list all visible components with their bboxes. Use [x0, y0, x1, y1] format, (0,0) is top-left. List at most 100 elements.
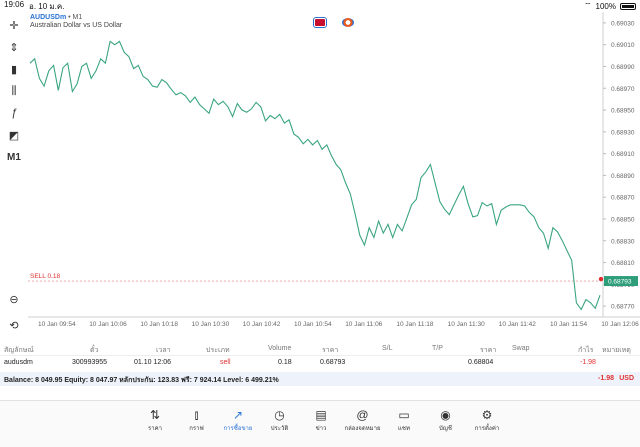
time-tick-label: 10 Jan 11:54 — [550, 321, 587, 328]
table-header: สัญลักษณ์ ตั๋ว เวลา ประเภท Volume ราคา S/L T/P ร… — [0, 342, 640, 356]
price-chart[interactable]: 0.69030 0.69010 0.68990 0.68970 0.68950 0.689… — [28, 12, 640, 342]
column-header: Swap — [512, 345, 530, 352]
price-tick-label: 0.68950 — [611, 108, 635, 115]
time-tick-label: 10 Jan 11:06 — [345, 321, 382, 328]
column-header: กำไร — [578, 347, 594, 354]
symbol-description: Australian Dollar vs US Dollar — [30, 22, 123, 29]
row-current-price: 0.68804 — [468, 359, 494, 366]
nav-item-trade[interactable]: ↗ การซื้อขาย — [215, 407, 261, 433]
timeframe-button[interactable]: M1 — [7, 151, 21, 163]
price-tick-label: 0.69030 — [611, 20, 635, 27]
indicators-icon[interactable]: ⫼ — [11, 84, 17, 97]
nav-label: บัญชี — [439, 426, 452, 432]
left-toolbar: ✛ ⇕ ▮ ⫼ ƒ ◩ M1 ⊖ ⟲ — [0, 12, 28, 342]
nav-item-news[interactable]: ▤ ข่าว — [298, 407, 344, 433]
nav-label: ข่าว — [315, 426, 327, 432]
wifi-icon: ⌔ — [584, 1, 592, 10]
price-tick-label: 0.68770 — [611, 304, 635, 311]
price-tick-label: 0.68850 — [611, 216, 635, 223]
updown-icon: ⇅ — [149, 408, 161, 422]
settings-icon: ⚙ — [481, 408, 493, 422]
balance-profit: -1.98 — [598, 375, 614, 382]
nav-item-mail[interactable]: @ กล่องจดหมาย — [340, 407, 386, 433]
nav-item-chat[interactable]: ▭ แชท — [381, 407, 427, 433]
price-tick-label: 0.68830 — [611, 238, 635, 245]
sell-line-label: SELL 0.18 — [30, 273, 61, 280]
nav-label: กล่องจดหมาย — [344, 426, 381, 432]
aud-flag-icon — [314, 18, 326, 27]
column-header: Volume — [268, 345, 292, 352]
symbol-timeframe: M1 — [72, 14, 83, 21]
price-tick-label: 0.69010 — [611, 42, 635, 49]
column-header: T/P — [432, 345, 443, 352]
battery-percent: 100% — [595, 1, 616, 11]
chat-icon: ▭ — [398, 408, 410, 422]
column-header: ราคา — [322, 347, 339, 354]
account-icon: ◉ — [440, 408, 451, 422]
time-tick-label: 10 Jan 10:30 — [192, 321, 230, 328]
row-profit: -1.98 — [580, 359, 596, 366]
time-tick-label: 10 Jan 09:54 — [38, 321, 76, 328]
price-tick-label: 0.68810 — [611, 260, 635, 267]
bars-icon[interactable]: ▮ — [10, 63, 18, 76]
row-ticket: 300993955 — [72, 359, 108, 366]
column-header: เวลา — [156, 347, 171, 354]
one-click-trading-icon[interactable]: ⟲ — [9, 319, 19, 332]
symbol-info: AUDUSDm • M1 Australian Dollar vs US Dol… — [30, 14, 122, 29]
nav-item-candles[interactable]: ⫾ กราฟ — [174, 407, 220, 433]
table-row[interactable]: audusdm 300993955 01.10 12:06 sell 0.18 … — [0, 356, 640, 370]
currency-flags — [314, 18, 354, 27]
time-tick-label: 10 Jan 10:18 — [140, 321, 178, 328]
price-tick-label: 0.68990 — [611, 64, 635, 71]
trade-table: สัญลักษณ์ ตั๋ว เวลา ประเภท Volume ราคา S/L T/P ร… — [0, 342, 640, 370]
status-time: 19:06 — [4, 0, 25, 9]
row-symbol: audusdm — [4, 359, 33, 366]
price-tick-label: 0.68910 — [611, 151, 635, 158]
time-tick-label: 10 Jan 10:06 — [89, 321, 127, 328]
row-type: sell — [220, 359, 231, 366]
nav-label: กราฟ — [189, 426, 204, 432]
candle-type-icon[interactable]: ⇕ — [9, 41, 19, 54]
row-volume: 0.18 — [278, 359, 292, 366]
column-header: S/L — [382, 345, 393, 352]
column-header: ประเภท — [206, 347, 230, 354]
function-icon[interactable]: ƒ — [10, 107, 18, 119]
price-tick-label: 0.68930 — [611, 129, 635, 136]
status-date: อ. 10 ม.ค. — [29, 1, 65, 11]
battery-icon — [620, 2, 636, 10]
time-tick-label: 10 Jan 11:30 — [448, 321, 485, 328]
time-tick-label: 10 Jan 12:06 — [601, 321, 639, 328]
symbol-name: AUDUSDm — [30, 14, 67, 21]
nav-item-settings[interactable]: ⚙ การตั้งค่า — [464, 407, 510, 433]
crosshair-icon[interactable]: ✛ — [9, 19, 19, 32]
column-header: ราคา — [480, 347, 497, 354]
price-tick-label: 0.68870 — [611, 195, 635, 202]
time-tick-label: 10 Jan 11:18 — [396, 321, 433, 328]
balance-currency: USD — [619, 375, 634, 382]
current-price-label: 0.68793 — [608, 279, 632, 286]
nav-item-updown[interactable]: ⇅ ราคา — [132, 407, 178, 433]
trade-icon: ↗ — [232, 408, 244, 422]
price-series-line — [29, 40, 601, 311]
nav-label: ราคา — [148, 426, 162, 432]
column-header: ตั๋ว — [90, 347, 99, 354]
column-header: หมายเหตุ — [602, 347, 631, 354]
objects-icon[interactable]: ◩ — [8, 129, 20, 142]
status-bar: 19:06 อ. 10 ม.ค. ⌔ 100% — [0, 0, 640, 12]
mail-icon: @ — [356, 408, 369, 422]
current-price-tag — [604, 276, 638, 287]
bottom-navigation: ⇅ ราคา ⫾ กราฟ ↗ การซื้อขาย ◷ ประวัติ ▤ ข่าว @ กล่อง… — [0, 400, 640, 447]
usd-flag-icon — [342, 18, 354, 27]
zoom-icon[interactable]: ⊖ — [9, 293, 19, 306]
time-tick-label: 10 Jan 11:42 — [499, 321, 536, 328]
candles-icon: ⫾ — [194, 408, 199, 422]
nav-label: การซื้อขาย — [223, 426, 253, 432]
balance-bar: Balance: 8 049.95 Equity: 8 047.97 หลักป… — [0, 372, 640, 386]
price-tick-label: 0.68970 — [611, 86, 635, 93]
nav-item-history[interactable]: ◷ ประวัติ — [257, 407, 303, 433]
sell-marker — [598, 276, 604, 282]
nav-label: แชท — [398, 426, 410, 432]
nav-item-account[interactable]: ◉ บัญชี — [423, 407, 469, 433]
row-time: 01.10 12:06 — [134, 359, 171, 366]
symbol-separator: • — [68, 14, 71, 21]
